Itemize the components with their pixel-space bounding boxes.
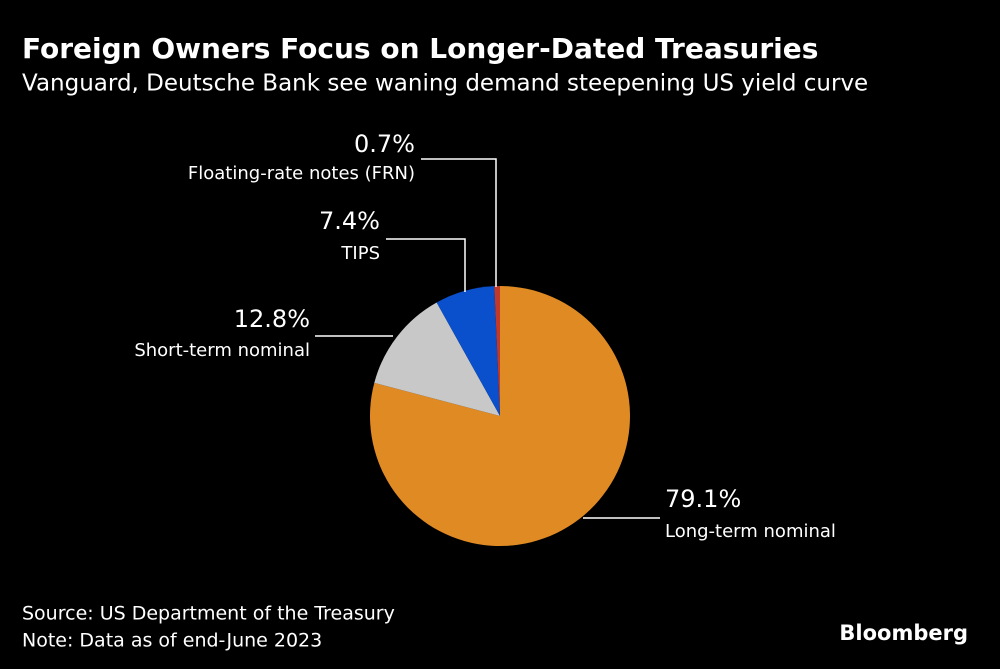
chart-title: Foreign Owners Focus on Longer-Dated Tre…: [22, 32, 818, 65]
source: Source: US Department of the Treasury: [22, 603, 395, 625]
category-label: Short-term nominal: [134, 340, 310, 361]
value-label: 12.8%: [234, 305, 310, 333]
category-label: TIPS: [340, 243, 380, 264]
pie-slice: [436, 286, 500, 416]
category-label: Floating-rate notes (FRN): [188, 163, 415, 184]
value-label: 0.7%: [354, 130, 415, 158]
credit: Bloomberg: [839, 621, 968, 645]
chart-subtitle: Vanguard, Deutsche Bank see waning deman…: [22, 71, 868, 97]
note: Note: Data as of end-June 2023: [22, 630, 322, 652]
leader-line: [386, 238, 466, 292]
pie-slice: [369, 286, 630, 546]
category-label: Long-term nominal: [665, 521, 836, 542]
pie-slice: [494, 286, 500, 416]
value-label: 7.4%: [319, 207, 380, 235]
leader-line: [421, 158, 497, 287]
value-label: 79.1%: [665, 485, 741, 513]
pie-slice: [374, 302, 500, 416]
